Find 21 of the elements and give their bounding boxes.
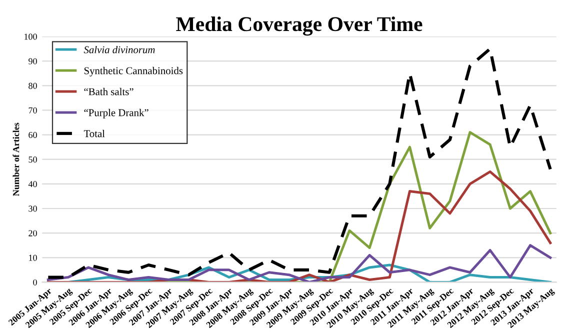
legend-label: “Bath salts” bbox=[84, 88, 134, 96]
y-tick-label: 100 bbox=[24, 34, 37, 40]
y-tick-label: 20 bbox=[28, 230, 37, 236]
line-series bbox=[46, 47, 552, 279]
y-axis-title: Number of Articles bbox=[12, 122, 20, 196]
line-series bbox=[46, 244, 552, 282]
chart-title: Media Coverage Over Time bbox=[176, 16, 422, 36]
legend-label: Synthetic Cannabinoids bbox=[84, 66, 183, 76]
y-tick-label: 10 bbox=[29, 254, 37, 261]
legend-label: Salvia divinorum bbox=[84, 46, 155, 54]
y-tick-label: 40 bbox=[28, 181, 37, 188]
y-tick-label: 0 bbox=[33, 279, 37, 286]
y-tick-label: 70 bbox=[28, 107, 37, 114]
legend-label: Total bbox=[84, 130, 105, 138]
line-series bbox=[46, 170, 552, 282]
y-tick-label: 80 bbox=[28, 82, 37, 89]
y-tick-label: 90 bbox=[28, 58, 37, 64]
y-tick-label: 50 bbox=[28, 156, 37, 163]
y-tick-label: 60 bbox=[28, 132, 37, 138]
legend-label: “Purple Drank” bbox=[84, 108, 148, 118]
y-tick-label: 30 bbox=[28, 206, 37, 212]
